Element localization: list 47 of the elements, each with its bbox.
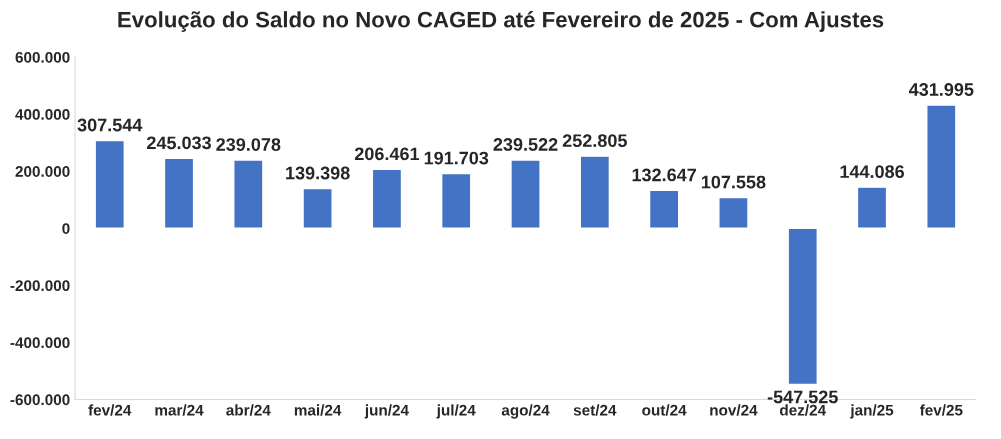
y-tick-label: 0 — [62, 223, 70, 234]
data-label: 239.078 — [216, 138, 281, 151]
data-label: 239.522 — [493, 138, 558, 151]
y-tick-label: -200.000 — [10, 280, 70, 292]
chart-title: Evolução do Saldo no Novo CAGED até Fevereiro de 2025 - Com Ajustes — [118, 10, 884, 32]
data-label: 144.086 — [840, 165, 905, 179]
bar — [440, 172, 472, 229]
x-tick-label: fev/25 — [919, 404, 963, 416]
x-tick-label: ago/24 — [501, 404, 550, 419]
x-tick-label: fev/24 — [88, 404, 132, 416]
x-tick-label: mar/24 — [155, 404, 204, 416]
x-tick-label: set/24 — [573, 404, 617, 416]
bar — [579, 155, 611, 229]
y-tick-label: 400.000 — [15, 109, 70, 120]
x-tick-label: out/24 — [642, 404, 687, 416]
bar — [718, 196, 749, 229]
x-tick-label: mai/24 — [294, 404, 342, 416]
x-tick-label: nov/24 — [710, 404, 758, 416]
bar — [371, 168, 403, 229]
y-tick-label: -400.000 — [10, 337, 70, 349]
data-label: 132.647 — [632, 168, 696, 182]
data-label: -547.525 — [767, 390, 838, 404]
x-tick-label: jul/24 — [436, 404, 476, 419]
data-label: 307.544 — [77, 118, 143, 132]
x-tick-label: abr/24 — [226, 404, 271, 416]
data-label: 245.033 — [147, 136, 212, 150]
bar — [302, 187, 333, 229]
y-tick-label: 600.000 — [15, 51, 70, 63]
bar — [648, 189, 680, 229]
data-label: 206.461 — [354, 147, 420, 161]
x-tick-label: jun/24 — [364, 404, 409, 419]
bar — [856, 186, 888, 229]
bar — [787, 227, 818, 386]
data-label: 431.995 — [908, 83, 974, 96]
bar — [926, 104, 957, 229]
bar — [510, 159, 541, 229]
data-label: 191.703 — [424, 151, 489, 165]
x-tick-label: dez/24 — [780, 404, 826, 416]
y-tick-label: 200.000 — [15, 166, 70, 177]
y-tick-label: -600.000 — [10, 394, 70, 406]
bar — [163, 157, 195, 229]
data-label: 252.805 — [562, 134, 627, 148]
bar — [94, 139, 125, 229]
data-label: 139.398 — [286, 166, 350, 180]
bar — [233, 159, 264, 229]
data-label: 107.558 — [701, 175, 766, 189]
x-tick-label: jan/25 — [850, 404, 894, 419]
